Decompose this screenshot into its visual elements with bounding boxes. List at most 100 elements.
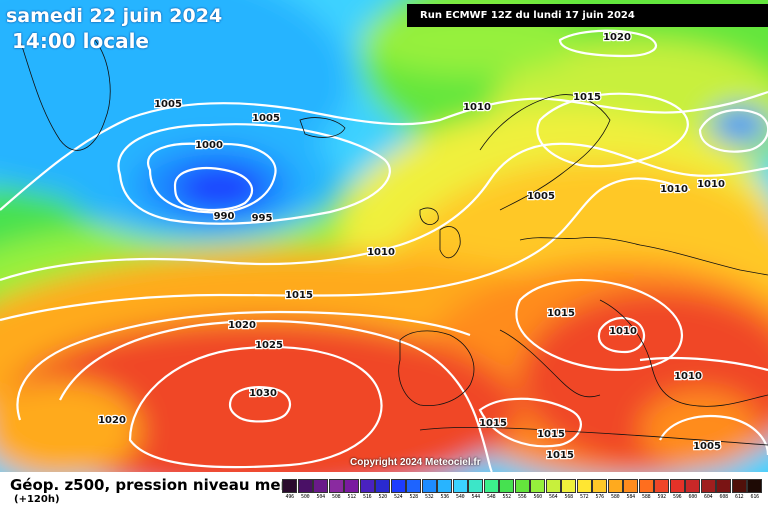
legend-color	[375, 479, 391, 493]
legend-color	[747, 479, 763, 493]
legend-swatch: 616	[747, 479, 763, 500]
legend-color	[654, 479, 670, 493]
legend-value: 596	[673, 494, 682, 500]
isobar-label: 1025	[255, 340, 283, 351]
isobar-label: 1010	[367, 247, 395, 258]
legend-value: 568	[564, 494, 574, 500]
isobar	[558, 29, 658, 58]
legend-color	[607, 479, 623, 493]
legend-value: 508	[332, 494, 341, 500]
isobar	[128, 345, 383, 469]
legend-value: 588	[642, 494, 651, 500]
legend-color	[685, 479, 701, 493]
isobar-label: 1010	[609, 326, 637, 337]
legend-value: 504	[316, 494, 326, 500]
legend-color	[561, 479, 577, 493]
legend-swatch: 508	[328, 479, 345, 500]
forecast-lead-time: (+120h)	[14, 494, 60, 505]
legend-color	[313, 479, 329, 493]
legend-color	[437, 479, 453, 493]
isobar-label: 1015	[479, 418, 507, 429]
legend-swatch: 552	[499, 479, 515, 500]
legend-swatch: 540	[452, 479, 469, 500]
legend-color	[359, 479, 375, 493]
legend-swatch: 580	[607, 479, 624, 500]
legend-value: 544	[471, 494, 481, 500]
legend-value: 552	[502, 494, 512, 500]
legend-color	[406, 479, 422, 493]
legend-swatch: 520	[375, 479, 391, 500]
legend-color	[514, 479, 530, 493]
isobar-label: 990	[214, 211, 235, 222]
isobar-label: 1010	[697, 179, 725, 190]
isobar-label: 1010	[660, 184, 688, 195]
legend-value: 616	[750, 494, 760, 500]
isobar-label: 1010	[463, 102, 491, 113]
legend-color	[716, 479, 732, 493]
legend-color	[297, 479, 313, 493]
legend-value: 528	[409, 494, 419, 500]
legend-color	[282, 479, 298, 493]
isobar	[228, 386, 292, 423]
legend-color	[452, 479, 468, 493]
legend-value: 564	[549, 494, 558, 500]
legend-swatch: 560	[530, 479, 546, 500]
legend-swatch: 532	[421, 479, 438, 500]
legend-title: Géop. z500, pression niveau mer	[10, 476, 288, 494]
isobar	[117, 123, 391, 225]
map-area: 1020 1005 1005 1000 990 995 1010 1015 1010 1010 10…	[0, 0, 768, 472]
isobar-label: 995	[252, 213, 273, 224]
legend-value: 540	[456, 494, 465, 500]
legend-swatch: 600	[685, 479, 701, 500]
legend-swatch: 504	[313, 479, 329, 500]
isobar-label: 1020	[228, 320, 256, 331]
legend-swatch: 568	[561, 479, 577, 500]
isobar	[0, 177, 691, 322]
legend-value: 556	[518, 494, 527, 500]
legend-value: 584	[626, 494, 636, 500]
legend-color	[669, 479, 685, 493]
legend-color	[328, 479, 344, 493]
isobar-label: 1010	[674, 371, 702, 382]
legend-value: 500	[301, 494, 310, 500]
forecast-date: samedi 22 juin 2024	[6, 5, 223, 27]
legend-color	[592, 479, 608, 493]
legend-value: 520	[378, 494, 388, 500]
legend-swatch: 500	[297, 479, 314, 500]
legend-color	[390, 479, 406, 493]
legend-swatch: 536	[437, 479, 453, 500]
isobar-label: 1020	[603, 32, 631, 43]
legend-color	[344, 479, 360, 493]
legend-value: 560	[533, 494, 543, 500]
legend-swatch: 512	[344, 479, 360, 500]
model-run-banner: Run ECMWF 12Z du lundi 17 juin 2024	[407, 4, 768, 27]
legend-value: 604	[704, 494, 713, 500]
isobar	[698, 108, 768, 153]
copyright: Copyright 2024 Meteociel.fr	[350, 457, 481, 468]
isobar	[59, 319, 493, 472]
legend-swatch: 524	[390, 479, 407, 500]
isobar-label: 1005	[527, 191, 555, 202]
legend-color	[638, 479, 654, 493]
legend-swatch: 608	[716, 479, 732, 500]
forecast-time: 14:00 locale	[12, 29, 149, 53]
isobar-labels: 1020 1005 1005 1000 990 995 1010 1015 1010 1010 10…	[97, 31, 726, 463]
isobar-label: 1030	[249, 388, 277, 399]
legend-value: 612	[735, 494, 744, 500]
legend-swatch: 604	[700, 479, 717, 500]
legend-swatch: 596	[669, 479, 686, 500]
legend-swatch: 592	[654, 479, 670, 500]
isobar	[639, 356, 768, 372]
isobar-label: 1015	[537, 429, 565, 440]
isobar	[515, 278, 683, 371]
isobar	[16, 310, 471, 421]
legend-value: 600	[688, 494, 698, 500]
isobar-label: 1005	[693, 441, 721, 452]
isobar-label: 1020	[98, 415, 126, 426]
legend-color	[483, 479, 499, 493]
isobar-label: 1005	[252, 113, 280, 124]
legend-color	[623, 479, 639, 493]
coastlines	[19, 39, 768, 446]
isobar	[536, 92, 689, 168]
